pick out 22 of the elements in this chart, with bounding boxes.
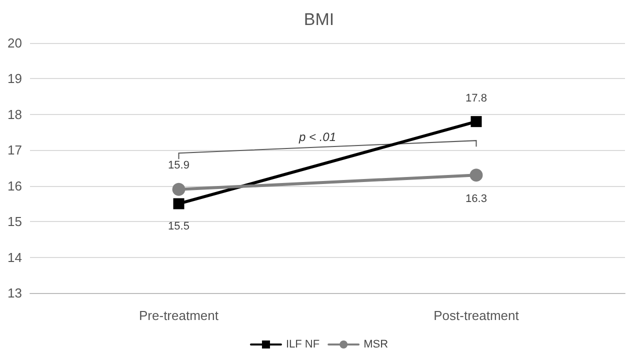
data-label: 15.9: [168, 159, 190, 172]
data-label: 16.3: [466, 193, 487, 206]
y-tick-label: 13: [8, 286, 22, 300]
chart-title: BMI: [304, 10, 334, 29]
y-tick-label: 18: [8, 106, 22, 122]
x-tick-label: Pre-treatment: [139, 308, 219, 323]
x-tick-label: Post-treatment: [434, 308, 520, 323]
point: [470, 168, 483, 182]
point: [173, 198, 184, 210]
legend-label: ILF NF: [286, 338, 320, 350]
point: [172, 182, 186, 196]
annotation: p < .01: [298, 130, 336, 144]
y-tick-label: 16: [8, 178, 22, 194]
y-tick-label: 20: [8, 36, 22, 50]
point: [470, 116, 482, 128]
y-tick-label: 19: [8, 71, 22, 86]
y-tick-label: 14: [8, 250, 22, 265]
data-label: 17.8: [466, 92, 487, 105]
legend-label: MSR: [364, 338, 388, 350]
y-tick-label: 17: [8, 142, 22, 158]
y-tick-label: 15: [8, 214, 22, 230]
data-label: 15.5: [168, 220, 190, 233]
